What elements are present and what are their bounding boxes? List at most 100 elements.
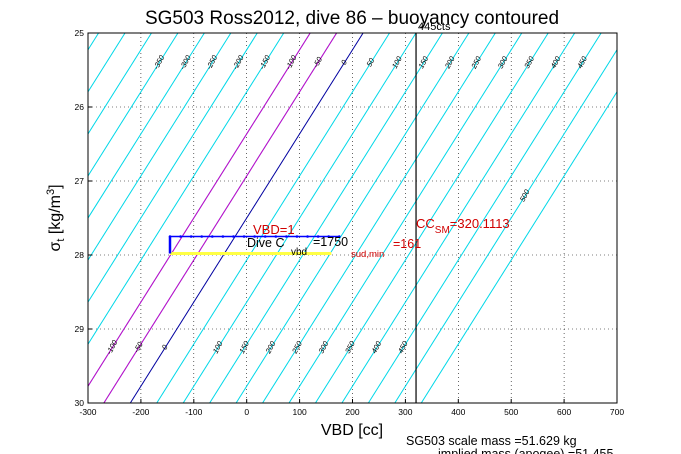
contour-line-cyan [88, 33, 232, 261]
dive-track-point [337, 235, 341, 238]
contour-label-bottom: 350 [343, 339, 357, 355]
x-tick-label: 500 [504, 407, 518, 417]
contour-label-bottom: -100 [104, 338, 119, 356]
x-tick-label: 600 [557, 407, 571, 417]
dive-track-point [285, 235, 288, 238]
dive-track-point [316, 235, 320, 238]
contour-label-bottom: 150 [237, 339, 251, 355]
contour-line-cyan [262, 33, 496, 403]
implied-mass-note: implied mass (apogee) =51.455 [438, 447, 613, 454]
contour-label-top: 50 [365, 56, 377, 68]
vbd-subscript: vbd [291, 247, 307, 258]
contour-line-cyan [341, 33, 576, 403]
dive-track-point [253, 235, 256, 238]
y-tick-label: 30 [75, 398, 85, 408]
contour-line-magenta [88, 33, 311, 388]
x-tick-label: 200 [345, 407, 359, 417]
contour-line-cyan [182, 33, 417, 403]
contour-label-top: 300 [496, 54, 510, 70]
dive-track-point [242, 235, 246, 238]
contour-label-top: -250 [204, 53, 219, 71]
chart-title: SG503 Ross2012, dive 86 – buoyancy conto… [145, 8, 559, 29]
x-axis-label: VBD [cc] [321, 422, 383, 439]
contour-line-cyan [209, 33, 443, 403]
contour-label-top: 150 [416, 54, 430, 70]
cc-sm-annotation: CCSM=320.1113 [416, 216, 510, 236]
vbd-min-annotation: VBD=1 [253, 222, 295, 237]
contour-line-cyan [394, 48, 617, 403]
contour-label-bottom: 400 [369, 339, 383, 355]
y-axis-label: σt [kg/m3] [45, 184, 67, 251]
axis-ticks: -300 -200 -100 0 100 200 300 400 500 600 700252627… [75, 28, 625, 417]
contour-line-cyan [367, 33, 602, 403]
dive-track-point [295, 235, 299, 238]
contour-line-cyan [88, 33, 258, 304]
contour-label-bottom: 300 [317, 339, 331, 355]
dive-track-point [200, 235, 204, 238]
contour-label-top: -300 [178, 53, 193, 71]
dive-track-point [306, 235, 309, 238]
contour-label-top: -50 [311, 55, 324, 70]
x-tick-label: 100 [293, 407, 307, 417]
contour-line-cyan [88, 33, 179, 177]
contour-label-bottom: 100 [211, 339, 225, 355]
contour-line-cyan [315, 33, 549, 403]
sud-min-subscript: sud,min [351, 249, 384, 260]
contour-label-top: -150 [257, 53, 272, 71]
contour-label-top: -100 [284, 53, 299, 71]
x-tick-label: -300 [79, 407, 96, 417]
x-tick-label: 700 [610, 407, 624, 417]
dive-c-annotation: Dive C [247, 236, 285, 250]
sud-min-value: =161 [393, 237, 421, 251]
x-tick-label: -100 [185, 407, 202, 417]
contour-label-top: 250 [469, 54, 484, 71]
dive-track-point [168, 235, 172, 238]
dive-track-point [263, 235, 267, 238]
contour-line-cyan [156, 33, 390, 403]
contour-label-top: -350 [151, 53, 166, 71]
y-tick-label: 28 [75, 250, 85, 260]
contour-label-bottom: -50 [132, 340, 145, 355]
x-tick-label: 400 [451, 407, 465, 417]
dive-track [168, 235, 341, 256]
contour-line-zero [129, 33, 364, 403]
y-tick-label: 27 [75, 176, 85, 186]
dive-track-point [211, 235, 214, 238]
contour-line-cyan [420, 90, 617, 403]
vertical-line-label: 445cts [418, 21, 451, 33]
contour-label-bottom: 0 [160, 343, 170, 352]
contour-label-bottom: 450 [396, 339, 410, 355]
y-tick-label: 25 [75, 28, 85, 38]
contour-label-top: 200 [442, 54, 457, 71]
contour-label-top: 350 [522, 54, 536, 70]
dive-track-point [232, 235, 235, 238]
contour-label-top: -200 [231, 53, 246, 71]
contour-line-cyan [235, 33, 470, 403]
contour-label-top: 100 [390, 54, 404, 70]
contour-line-cyan [288, 33, 523, 403]
y-tick-label: 26 [75, 102, 85, 112]
scale-mass-note: SG503 scale mass =51.629 kg [406, 434, 577, 448]
x-tick-label: 300 [398, 407, 412, 417]
contour-label-top: 450 [575, 54, 589, 70]
dive-track-point [221, 235, 225, 238]
contour-line-magenta [103, 33, 338, 403]
contour-label-right: 500 [518, 187, 532, 203]
contour-label-bottom: 200 [263, 339, 278, 356]
contour-line-cyan [88, 33, 205, 219]
dive-track-point [189, 235, 193, 238]
dive-track-point [179, 235, 182, 238]
x-tick-label: 0 [244, 407, 249, 417]
dive-track-point [327, 235, 330, 238]
dive-track-point [274, 235, 278, 238]
x-tick-label: -200 [132, 407, 149, 417]
contour-line-cyan [88, 33, 285, 346]
contour-label-top: 400 [549, 54, 563, 70]
contour-line-cyan [88, 33, 152, 135]
contour-label-bottom: 250 [290, 339, 305, 356]
contour-label-top: 0 [339, 58, 349, 67]
dive-c-value: =1750 [313, 235, 348, 249]
y-tick-label: 29 [75, 324, 85, 334]
